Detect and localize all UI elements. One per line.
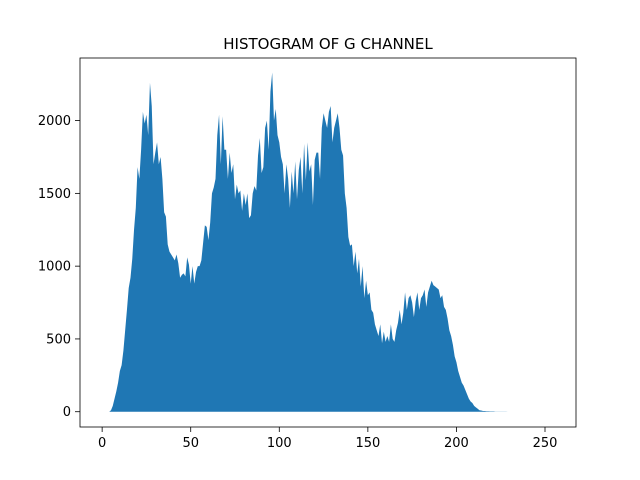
axes-frame <box>79 57 577 428</box>
x-tick-label: 150 <box>355 436 380 451</box>
histogram-area <box>102 72 542 412</box>
y-tick-label: 0 <box>63 405 71 420</box>
chart-title: HISTOGRAM OF G CHANNEL <box>223 35 433 53</box>
x-tick-label: 200 <box>444 436 469 451</box>
x-tick-label: 250 <box>533 436 558 451</box>
y-axis: 0 500 1000 1500 2000 <box>38 114 80 420</box>
y-tick-label: 500 <box>46 332 71 347</box>
y-tick-label: 1500 <box>38 187 71 202</box>
x-tick-label: 0 <box>98 436 106 451</box>
x-tick-label: 50 <box>182 436 199 451</box>
x-tick-label: 100 <box>267 436 292 451</box>
y-tick-label: 2000 <box>38 114 71 129</box>
x-axis: 0 50 100 150 200 250 <box>98 427 557 451</box>
y-tick-label: 1000 <box>38 260 71 275</box>
